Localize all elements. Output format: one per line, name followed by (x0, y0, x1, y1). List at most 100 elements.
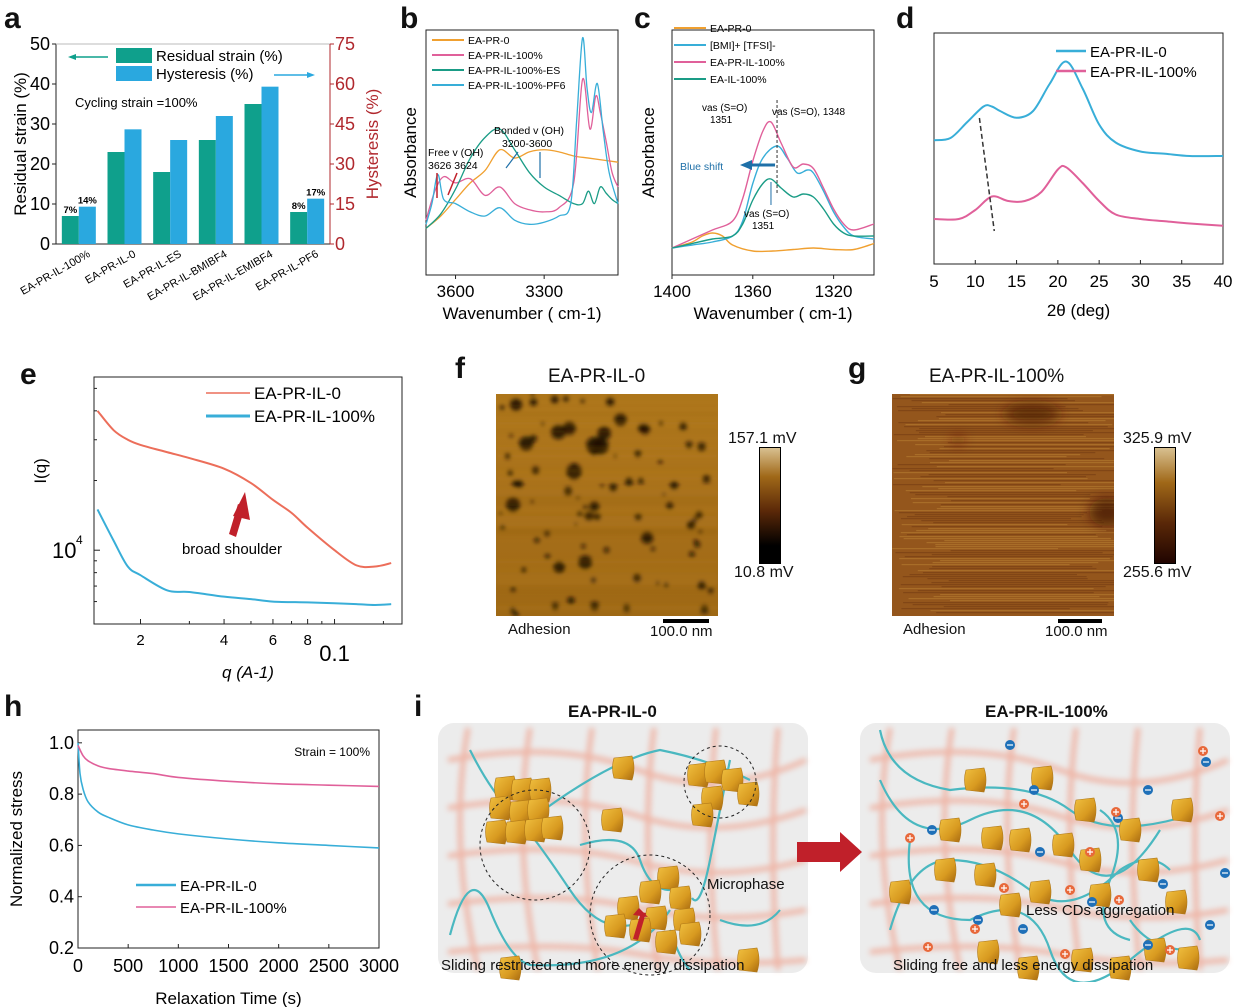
afm-scanline (940, 560, 1114, 562)
legend-label: EA-PR-IL-0 (180, 878, 257, 895)
network-strand (457, 727, 481, 971)
cyclodextrin-ring-icon (974, 862, 997, 888)
afm-g-mode: Adhesion (903, 621, 966, 638)
series-line-ea-pr-il-100-pf6 (425, 37, 619, 226)
x-tick-label: 10 (966, 272, 985, 291)
afm-scanline (899, 558, 1110, 560)
afm-scanline (936, 612, 1114, 614)
afm-f-colorbar (759, 447, 781, 564)
afm-scanline (921, 520, 1102, 522)
cyclodextrin-ring-icon (1029, 879, 1052, 905)
afm-scanline (929, 458, 1105, 460)
afm-scanline (939, 448, 1110, 450)
cyclodextrin-ring-icon (505, 819, 528, 845)
cyclodextrin-ring-icon (1165, 889, 1188, 915)
afm-scanline (936, 466, 1114, 468)
afm-scanline (933, 522, 1104, 524)
afm-dark-domain (582, 504, 588, 510)
x-tick-label: 1360 (734, 282, 772, 301)
y-tick-label: 10 (30, 194, 50, 214)
x-axis-label: q (A-1) (222, 663, 274, 682)
cyclodextrin-ring-icon (1171, 797, 1194, 823)
y-tick-label: 1.0 (49, 733, 74, 753)
afm-scanline (916, 530, 1107, 532)
afm-scanline (910, 498, 1090, 500)
x-tick-label: 1000 (158, 956, 198, 976)
polymer-chain (719, 909, 781, 927)
microphase-circle (683, 745, 757, 819)
legend-swatch-hysteresis (116, 66, 152, 81)
series-line-ea-pr-il-100- (671, 120, 875, 249)
afm-scanline (917, 590, 1114, 592)
afm-scanline (917, 438, 1114, 440)
afm-scanline (930, 610, 1114, 612)
annotation-cycling-strain: Cycling strain =100% (75, 95, 198, 110)
afm-g-min: 255.6 mV (1123, 564, 1192, 581)
afm-scanline (496, 501, 718, 503)
panel-label-d: d (896, 2, 915, 35)
y-axis-label: Absorbance (401, 107, 420, 198)
cyclodextrin-ring-icon (499, 955, 522, 981)
afm-scanline (944, 446, 1114, 448)
afm-scanline (898, 422, 1089, 424)
series-line-ea-il-100- (671, 178, 875, 249)
afm-scanline (496, 495, 718, 497)
afm-scanline (909, 574, 1077, 576)
annotation-blue-shift: Blue shift (680, 161, 723, 173)
afm-scanline (936, 508, 1114, 510)
schematic-right-caption: Sliding free and less energy dissipation (893, 957, 1154, 974)
cyclodextrin-ring-icon (601, 807, 624, 833)
bar-hysteresis (124, 129, 142, 244)
afm-dark-domain (634, 513, 642, 521)
cyclodextrin-ring-icon (1079, 847, 1102, 873)
cyclodextrin-ring-icon (669, 885, 692, 911)
annotation-vas-2: vas (S=O) (744, 209, 789, 220)
x-tick-label: 35 (1172, 272, 1191, 291)
afm-scanline (893, 478, 1088, 480)
x-tick-label: EA-PR-IL-100% (19, 248, 93, 298)
afm-scanline (892, 398, 1068, 400)
cyclodextrin-ring-icon (889, 879, 912, 905)
y2-tick-label: 15 (335, 194, 355, 214)
afm-scanline (906, 534, 1096, 536)
y-axis-label: Absorbance (639, 107, 658, 198)
afm-dark-domain (553, 561, 566, 574)
legend-label: EA-PR-0 (710, 23, 752, 35)
chart-d: 5 10 15 20 25 30 35 40 2θ (deg) EA-PR-IL-0 EA-PR-I… (929, 32, 1232, 320)
legend-label-hysteresis: Hysteresis (%) (156, 66, 254, 83)
cation-plus-sign (1021, 801, 1027, 807)
network-strand (707, 727, 721, 971)
cation-plus-sign (925, 944, 931, 950)
afm-scanline (909, 470, 1114, 472)
annotation-bonded-oh: Bonded v (OH) (494, 125, 564, 137)
cyclodextrin-ring-icon (604, 913, 627, 939)
afm-dark-domain (637, 423, 647, 433)
panel-label-f: f (455, 352, 465, 385)
afm-dark-domain (529, 434, 537, 442)
afm-scanline (911, 400, 1075, 402)
x-tick-label: 5 (929, 272, 938, 291)
legend-label: EA-PR-IL-0 (1090, 44, 1167, 61)
series-line-ea-pr-il-100- (425, 78, 619, 221)
y-tick-label: 0.2 (49, 938, 74, 958)
afm-dark-domain (590, 601, 600, 611)
annotation-vas-1-value: 1351 (710, 115, 733, 126)
afm-dark-domain (563, 486, 573, 496)
afm-dark-domain (605, 397, 615, 407)
x-axis-label: 2θ (deg) (1047, 301, 1110, 320)
afm-dark-domain (518, 436, 534, 451)
afm-dark-domain (634, 449, 642, 458)
afm-scanline (932, 562, 1099, 564)
cyclodextrin-ring-icon (691, 802, 714, 828)
cyclodextrin-ring-icon (964, 767, 987, 793)
afm-scanline (894, 510, 1102, 512)
afm-scanline (906, 456, 1067, 458)
cyclodextrin-ring-icon (981, 825, 1004, 851)
afm-scanline (929, 568, 1097, 570)
cation-plus-sign (1001, 885, 1007, 891)
network-strand (520, 727, 541, 971)
y-tick-label: 10 (52, 538, 76, 563)
afm-scanline (928, 528, 1114, 530)
afm-dark-domain (702, 474, 711, 484)
network-strand (879, 727, 903, 971)
